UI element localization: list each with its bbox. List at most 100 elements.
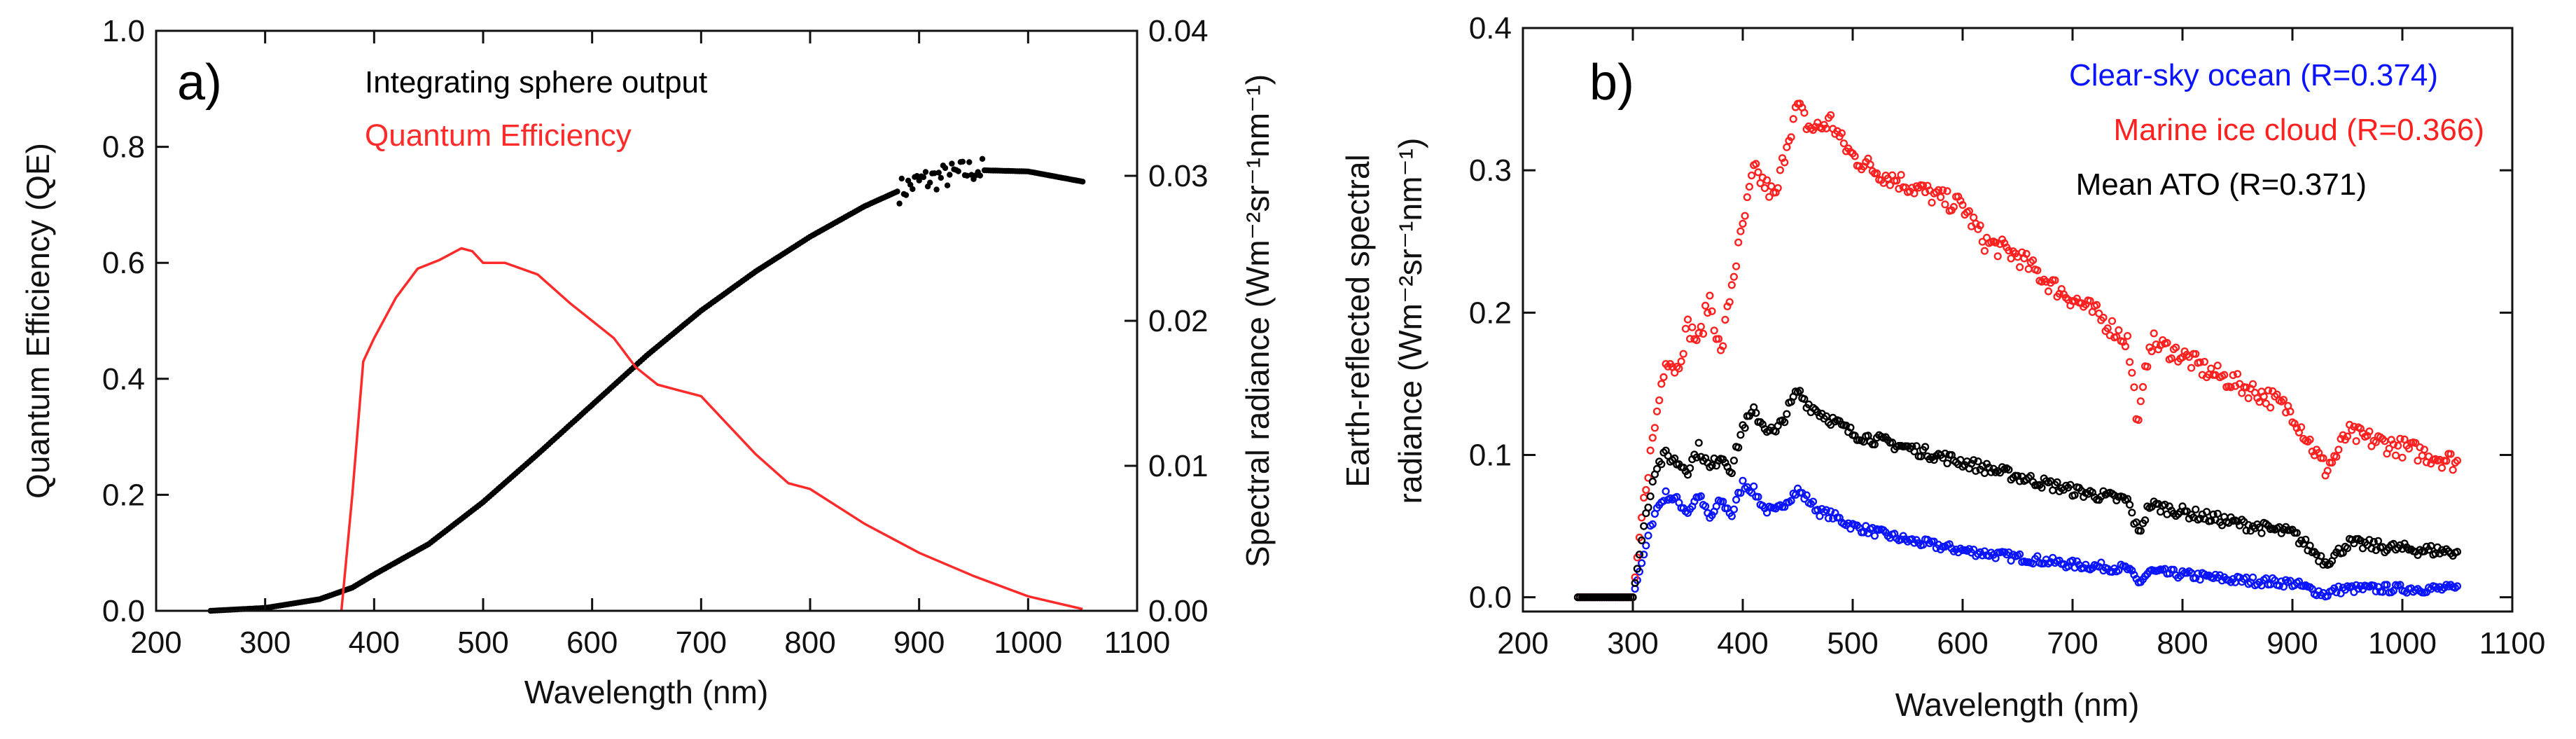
sphere-point — [947, 172, 953, 178]
sphere-point — [935, 170, 942, 176]
ice-cloud-point — [2394, 441, 2402, 450]
ice-cloud-point — [1745, 183, 1754, 191]
panel-a-ytick-label: 0.2 — [102, 478, 145, 512]
mean-ato-point — [1781, 418, 1789, 427]
ice-cloud-point — [1659, 373, 1668, 382]
ice-cloud-point — [2414, 457, 2422, 465]
ice-cloud-point — [1699, 329, 1708, 338]
ice-cloud-point — [1765, 193, 1774, 201]
panel-a-y2tick-label: 0.03 — [1148, 159, 1209, 193]
ice-cloud-point — [2005, 247, 2013, 255]
panel-a-xtick-label: 200 — [130, 626, 181, 660]
panel-b-xtick-label: 400 — [1717, 626, 1768, 661]
mean-ato-point — [2317, 552, 2325, 560]
ice-cloud-point — [2123, 332, 2132, 340]
clear-sky-point — [1732, 495, 1741, 504]
panel-b-ytick-label: 0.3 — [1469, 153, 1512, 188]
ice-cloud-point — [1721, 315, 1729, 324]
ice-cloud-point — [2200, 357, 2209, 366]
ice-cloud-point — [1941, 200, 1949, 209]
mean-ato-point — [1943, 459, 1951, 468]
ice-cloud-point — [2411, 438, 2420, 448]
mean-ato-point — [2292, 529, 2301, 537]
panel-a-qe-line-layer — [340, 247, 1083, 612]
ice-cloud-point — [2134, 415, 2143, 424]
clear-sky-point — [2033, 552, 2042, 560]
ice-cloud-point — [1993, 252, 2002, 261]
ice-cloud-point — [1734, 238, 1743, 247]
mean-ato-point — [1729, 456, 1739, 465]
mean-ato-point — [2306, 541, 2314, 550]
clear-sky-point — [1644, 531, 1652, 540]
panel-b-legend-clear-sky: Clear-sky ocean (R=0.374) — [2069, 58, 2438, 92]
ice-cloud-point — [2126, 358, 2134, 366]
ice-cloud-point — [2227, 383, 2235, 392]
mean-ato-point — [1652, 464, 1662, 474]
ice-cloud-point — [2163, 338, 2171, 347]
mean-ato-point — [2053, 478, 2061, 487]
clear-sky-point — [1809, 497, 1818, 506]
ice-cloud-point — [1774, 184, 1782, 193]
panel-a-xtick-label: 400 — [349, 626, 400, 660]
sphere-point — [898, 175, 905, 182]
sphere-point — [896, 200, 903, 207]
mean-ato-point — [1640, 522, 1648, 530]
ice-cloud-point — [2297, 423, 2306, 431]
ice-cloud-point — [1692, 336, 1701, 345]
ice-cloud-point — [1748, 171, 1756, 180]
ice-cloud-point — [2095, 309, 2103, 318]
ice-cloud-point — [2121, 342, 2130, 351]
clear-sky-point — [1642, 541, 1650, 550]
mean-ato-point — [1741, 424, 1749, 432]
panel-b-ylabel-line2: radiance (Wm⁻²sr⁻¹nm⁻¹) — [1392, 138, 1428, 504]
ice-cloud-point — [1650, 424, 1659, 432]
clear-sky-point — [1736, 489, 1745, 497]
ice-cloud-point — [1958, 201, 1967, 209]
panel-b-label: b) — [1589, 55, 1634, 111]
ice-cloud-point — [2286, 407, 2295, 416]
mean-ato-point — [2302, 535, 2310, 544]
panel-b-plot-area — [1573, 99, 2462, 602]
ice-cloud-point — [1739, 219, 1747, 228]
ice-cloud-point — [2128, 368, 2136, 377]
mean-ato-point — [2207, 516, 2215, 525]
ice-cloud-point — [2147, 347, 2156, 356]
ice-cloud-point — [2334, 446, 2343, 454]
ice-cloud-point — [2279, 396, 2288, 404]
mean-ato-point — [1970, 456, 1978, 464]
ice-cloud-point — [1839, 139, 1849, 148]
ice-cloud-point — [2327, 458, 2337, 467]
ice-cloud-point — [1783, 143, 1791, 151]
clear-sky-point — [1970, 545, 1978, 554]
ice-cloud-point — [1921, 188, 1930, 197]
ice-cloud-point — [1736, 227, 1745, 235]
ice-cloud-point — [1694, 329, 1703, 338]
mean-ato-point — [1752, 408, 1760, 417]
ice-cloud-point — [2242, 383, 2250, 392]
ice-cloud-point — [2192, 350, 2200, 358]
sphere-point — [959, 158, 966, 165]
ice-cloud-point — [2389, 440, 2398, 449]
panel-b-xlabel: Wavelength (nm) — [1895, 686, 2140, 723]
panel-a: 200 300 400 500 600 700 800 900 1000 1100 0.0 0.2 0.… — [20, 14, 1276, 710]
clear-sky-point — [1638, 559, 1646, 567]
ice-cloud-point — [1910, 189, 1919, 198]
ice-cloud-point — [2262, 399, 2270, 408]
panel-b-ytick-label: 0.2 — [1469, 296, 1512, 330]
panel-b-xtick-label: 300 — [1607, 626, 1658, 661]
mean-ato-point — [2192, 505, 2200, 513]
clear-sky-point — [1827, 507, 1835, 516]
clear-sky-point — [2068, 556, 2077, 565]
panel-a-ytick-label: 0.4 — [102, 362, 145, 396]
ice-cloud-point — [1708, 307, 1716, 315]
panel-a-xtick-label: 1100 — [1104, 626, 1171, 660]
ice-cloud-point — [2248, 380, 2257, 388]
clear-sky-point — [1662, 487, 1670, 496]
clear-sky-point — [1816, 512, 1824, 520]
panel-a-legend-sphere: Integrating sphere output — [365, 65, 707, 99]
clear-sky-point — [1787, 497, 1795, 505]
ice-cloud-point — [2028, 256, 2038, 265]
panel-b-xtick-label: 1000 — [2368, 626, 2437, 661]
sphere-point — [910, 186, 916, 193]
ice-cloud-point — [1949, 202, 1958, 212]
